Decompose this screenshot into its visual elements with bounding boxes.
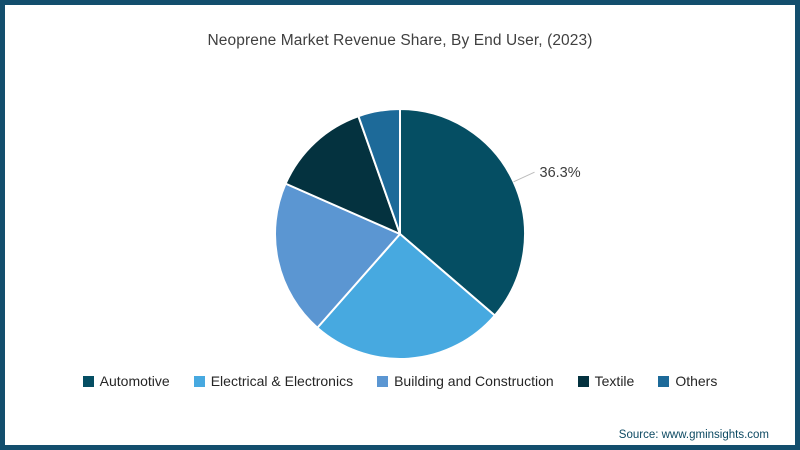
legend-swatch-textile — [577, 375, 589, 387]
legend-swatch-automotive — [82, 375, 94, 387]
legend-item-textile: Textile — [577, 373, 635, 389]
legend-item-automotive: Automotive — [82, 373, 170, 389]
legend-swatch-electrical-electronics — [193, 375, 205, 387]
legend-label-electrical-electronics: Electrical & Electronics — [210, 373, 354, 389]
pie-slice-others — [357, 108, 401, 235]
legend-label-building-and-construction: Building and Construction — [394, 373, 554, 389]
source-text: Source: www.gminsights.com — [618, 429, 769, 441]
pie-chart: 36.3% — [274, 108, 581, 360]
legend-label-others: Others — [675, 373, 718, 389]
pie-slice-electrical-electronics — [316, 233, 496, 360]
legend-swatch-building-and-construction — [377, 375, 389, 387]
legend-label-automotive: Automotive — [99, 373, 170, 389]
pie-slice-building-and-construction — [274, 182, 401, 329]
percentage-label-automotive: 36.3% — [540, 165, 581, 181]
leader-line-automotive — [513, 171, 535, 183]
legend-label-textile: Textile — [594, 373, 635, 389]
legend-item-electrical-electronics: Electrical & Electronics — [193, 373, 354, 389]
chart-title: Neoprene Market Revenue Share, By End Us… — [207, 32, 593, 49]
pie-slice-textile — [284, 115, 401, 235]
legend-swatch-others — [658, 375, 670, 387]
pie-slice-automotive — [399, 108, 526, 317]
legend-item-others: Others — [658, 373, 717, 389]
legend-item-building-and-construction: Building and Construction — [377, 373, 554, 389]
legend: Automotive Electrical & Electronics Buildi… — [5, 373, 795, 389]
